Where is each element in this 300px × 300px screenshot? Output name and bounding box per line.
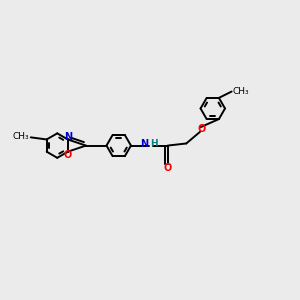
Text: N: N (64, 132, 73, 142)
Text: O: O (197, 124, 206, 134)
Text: O: O (164, 163, 172, 173)
Text: N: N (140, 139, 148, 149)
Text: O: O (64, 150, 72, 160)
Text: CH₃: CH₃ (13, 132, 29, 141)
Text: H: H (150, 139, 158, 148)
Text: CH₃: CH₃ (233, 87, 249, 96)
